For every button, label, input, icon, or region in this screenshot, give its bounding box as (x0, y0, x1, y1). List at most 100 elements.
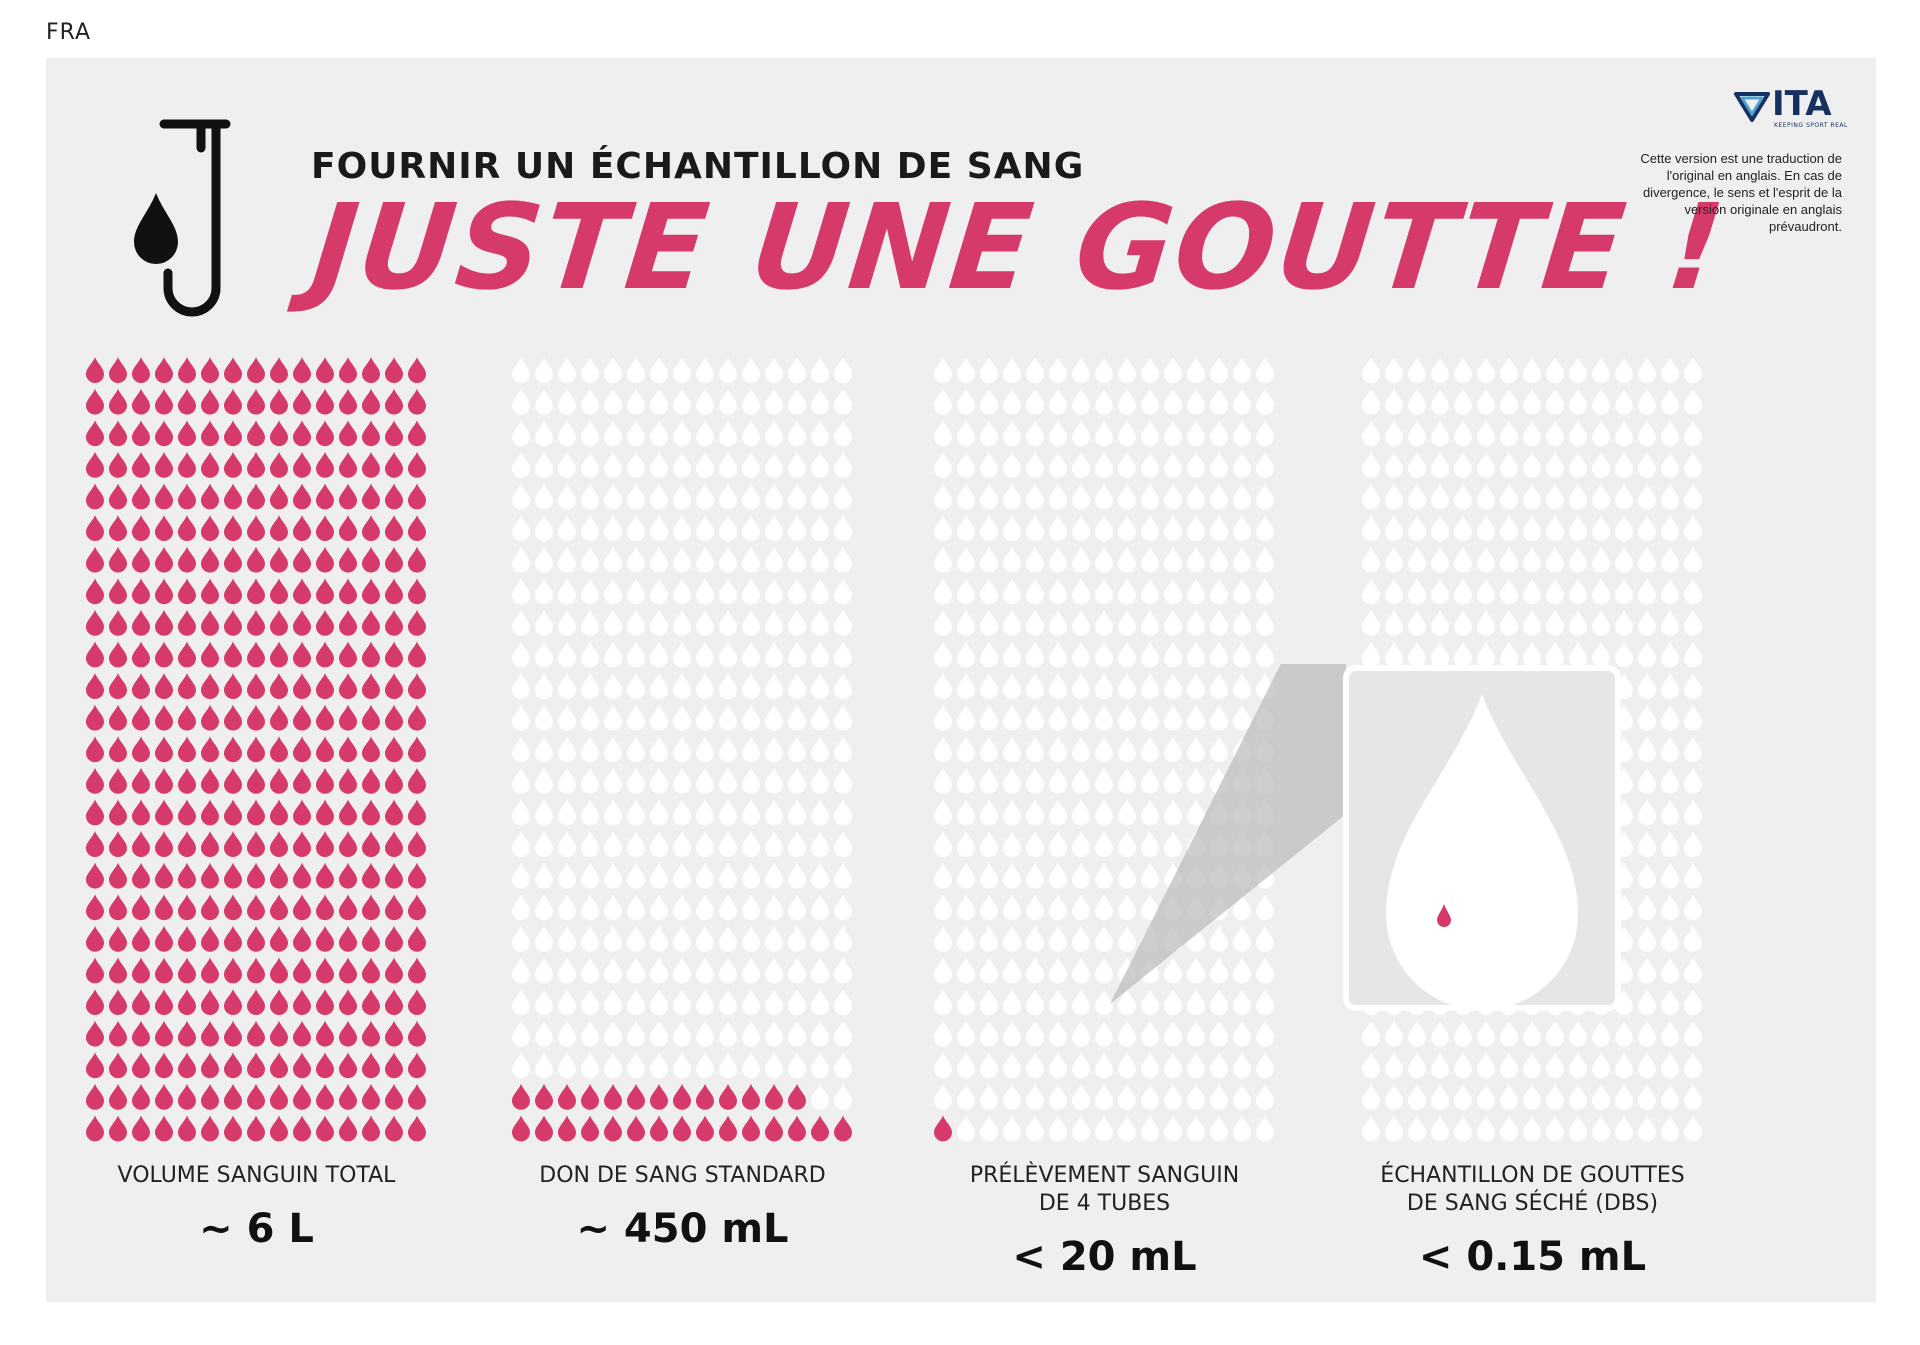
filled-drop-icon (178, 673, 196, 699)
empty-drop-icon (1592, 546, 1610, 573)
empty-drop-icon (1072, 1083, 1090, 1110)
empty-drop-icon (696, 420, 714, 447)
filled-drop-icon (178, 451, 196, 478)
empty-drop-icon (1003, 957, 1021, 984)
empty-drop-icon (1141, 989, 1159, 1015)
empty-drop-icon (765, 357, 783, 383)
filled-drop-icon (201, 767, 219, 794)
empty-drop-icon (1187, 609, 1205, 636)
empty-drop-icon (1523, 420, 1541, 447)
empty-drop-icon (581, 704, 599, 731)
empty-drop-icon (1233, 578, 1251, 605)
empty-drop-icon (957, 1083, 975, 1110)
empty-drop-icon (742, 831, 760, 857)
empty-drop-icon (957, 925, 975, 952)
filled-drop-icon (834, 1115, 852, 1142)
filled-drop-icon (224, 989, 242, 1015)
empty-drop-icon (719, 767, 737, 794)
empty-drop-icon (1095, 862, 1113, 889)
empty-drop-icon (934, 451, 952, 478)
empty-drop-icon (512, 515, 530, 541)
filled-drop-icon (178, 1020, 196, 1047)
empty-drop-icon (811, 767, 829, 794)
filled-drop-icon (765, 1115, 783, 1142)
empty-drop-icon (581, 736, 599, 763)
empty-drop-icon (604, 925, 622, 952)
empty-drop-icon (1164, 609, 1182, 636)
empty-drop-icon (650, 767, 668, 794)
empty-drop-icon (1431, 578, 1449, 605)
empty-drop-icon (1233, 388, 1251, 415)
filled-drop-icon (86, 957, 104, 984)
filled-drop-icon (155, 767, 173, 794)
empty-drop-icon (934, 799, 952, 826)
filled-drop-icon (385, 578, 403, 605)
empty-drop-icon (1210, 578, 1228, 605)
empty-drop-icon (1187, 1020, 1205, 1047)
empty-drop-icon (604, 799, 622, 826)
empty-drop-icon (788, 451, 806, 478)
empty-drop-icon (834, 989, 852, 1015)
filled-drop-icon (270, 641, 288, 668)
filled-drop-icon (86, 388, 104, 415)
filled-drop-icon (316, 388, 334, 415)
empty-drop-icon (1638, 957, 1656, 984)
filled-drop-icon (512, 1083, 530, 1110)
empty-drop-icon (627, 546, 645, 573)
empty-drop-icon (934, 925, 952, 952)
empty-drop-icon (604, 1052, 622, 1079)
filled-drop-icon (86, 767, 104, 794)
empty-drop-icon (1523, 1020, 1541, 1047)
filled-drop-icon (247, 673, 265, 699)
empty-drop-icon (1164, 546, 1182, 573)
empty-drop-icon (650, 420, 668, 447)
empty-drop-icon (1477, 641, 1495, 668)
filled-drop-icon (132, 546, 150, 573)
filled-drop-icon (224, 483, 242, 510)
empty-drop-icon (650, 831, 668, 857)
empty-drop-icon (673, 515, 691, 541)
empty-drop-icon (581, 420, 599, 447)
filled-drop-icon (201, 515, 219, 541)
empty-drop-icon (696, 515, 714, 541)
empty-drop-icon (1477, 451, 1495, 478)
empty-drop-icon (673, 736, 691, 763)
empty-drop-icon (1233, 1083, 1251, 1110)
empty-drop-icon (1164, 1020, 1182, 1047)
empty-drop-icon (1684, 799, 1702, 826)
empty-drop-icon (696, 894, 714, 921)
empty-drop-icon (1454, 1020, 1472, 1047)
filled-drop-icon (247, 1115, 265, 1142)
filled-drop-icon (132, 957, 150, 984)
empty-drop-icon (788, 420, 806, 447)
column-label-4: ÉCHANTILLON DE GOUTTES DE SANG SÉCHÉ (DBS… (1313, 1162, 1753, 1218)
empty-drop-icon (696, 357, 714, 383)
empty-drop-icon (719, 862, 737, 889)
empty-drop-icon (604, 483, 622, 510)
filled-drop-icon (362, 578, 380, 605)
empty-drop-icon (834, 673, 852, 699)
empty-drop-icon (980, 704, 998, 731)
empty-drop-icon (1592, 1083, 1610, 1110)
empty-drop-icon (1003, 862, 1021, 889)
filled-drop-icon (535, 1083, 553, 1110)
empty-drop-icon (811, 894, 829, 921)
empty-drop-icon (1684, 1052, 1702, 1079)
empty-drop-icon (1684, 894, 1702, 921)
filled-drop-icon (316, 989, 334, 1015)
empty-drop-icon (934, 609, 952, 636)
empty-drop-icon (1500, 1083, 1518, 1110)
filled-drop-icon (247, 767, 265, 794)
empty-drop-icon (1026, 1115, 1044, 1142)
filled-drop-icon (109, 1115, 127, 1142)
empty-drop-icon (627, 736, 645, 763)
page-title: JUSTE UNE GOUTTE ! (306, 178, 1732, 316)
empty-drop-icon (673, 1052, 691, 1079)
empty-drop-icon (1210, 1115, 1228, 1142)
empty-drop-icon (604, 388, 622, 415)
empty-drop-icon (1118, 483, 1136, 510)
empty-drop-icon (696, 736, 714, 763)
empty-drop-icon (1049, 989, 1067, 1015)
empty-drop-icon (811, 957, 829, 984)
filled-drop-icon (201, 989, 219, 1015)
